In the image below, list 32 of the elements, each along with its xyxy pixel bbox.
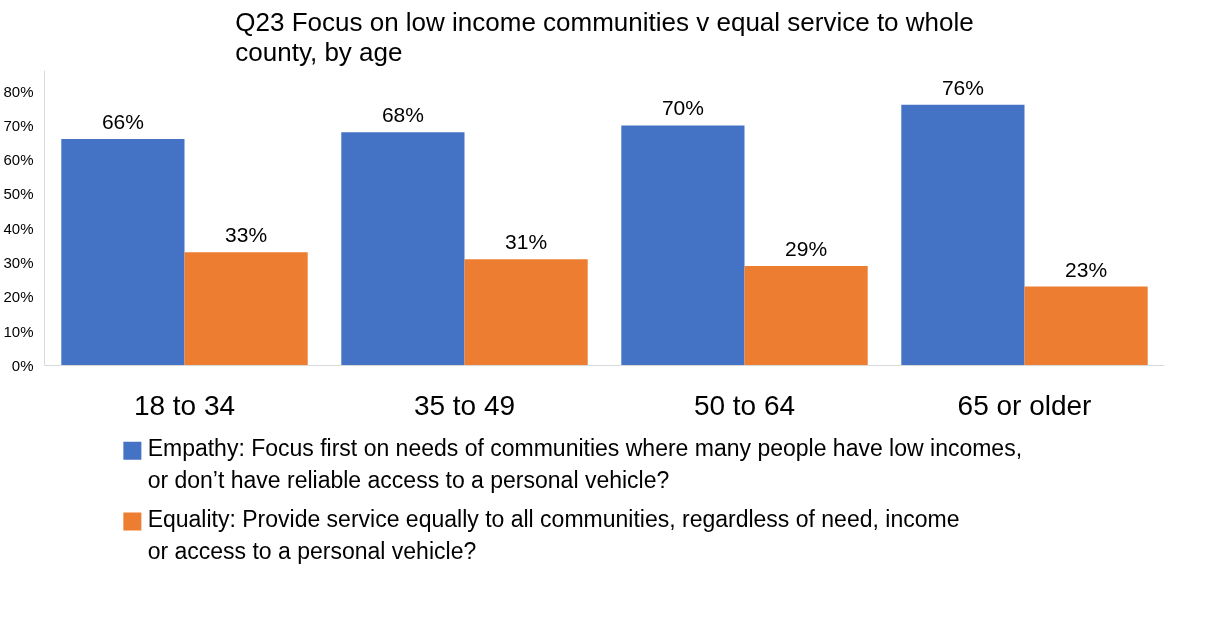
- data-label: 70%: [661, 96, 704, 120]
- bar: [341, 132, 465, 366]
- y-tick-label: 10%: [3, 322, 34, 340]
- bar: [464, 259, 588, 366]
- bar: [184, 252, 308, 366]
- x-tick-label: 50 to 64: [693, 389, 796, 421]
- bar: [901, 104, 1025, 366]
- bar: [61, 139, 185, 366]
- legend-label: Equality: Provide service equally to all communities, regardless of need, income or access to a personal vehicle?: [147, 505, 960, 564]
- x-tick-label: 18 to 34: [133, 389, 236, 421]
- data-label: 31%: [505, 230, 548, 254]
- legend-label: Empathy: Focus first on needs of communities where many people have low incomes, or don’t have reliable access to a personal vehicle?: [147, 434, 1023, 494]
- bar: [744, 266, 868, 366]
- x-tick-label: 35 to 49: [413, 389, 516, 421]
- bar: [1024, 286, 1148, 366]
- data-label: 68%: [381, 103, 424, 127]
- y-tick-label: 20%: [3, 288, 34, 306]
- data-label: 23%: [1065, 257, 1108, 281]
- y-tick-label: 50%: [3, 185, 34, 203]
- data-label: 66%: [101, 110, 144, 134]
- chart-title: Q23 Focus on low income communities v equal service to whole county, by age: [235, 6, 974, 67]
- bar: [621, 125, 745, 366]
- y-tick-label: 60%: [3, 151, 34, 169]
- y-tick-label: 40%: [3, 219, 34, 237]
- y-tick-label: 80%: [3, 82, 34, 100]
- data-label: 33%: [225, 223, 268, 247]
- y-tick-label: 30%: [3, 254, 34, 272]
- x-tick-label: 65 or older: [957, 389, 1092, 421]
- y-tick-label: 70%: [3, 116, 34, 134]
- data-label: 29%: [785, 237, 828, 261]
- data-label: 76%: [941, 75, 984, 99]
- y-tick-label: 0%: [11, 357, 34, 374]
